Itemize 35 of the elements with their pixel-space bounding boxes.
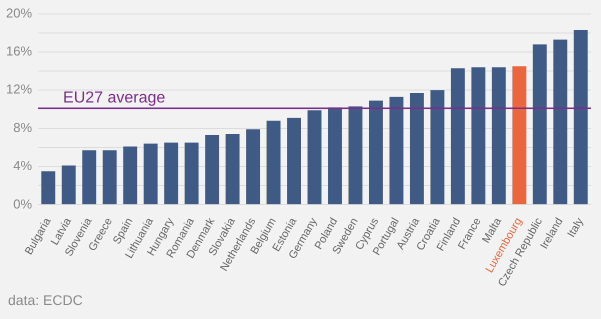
- y-tick-label: 16%: [6, 44, 32, 59]
- bar: [226, 134, 240, 204]
- bar: [471, 67, 486, 204]
- bar: [123, 146, 138, 204]
- bar: [164, 142, 178, 204]
- bar: [410, 93, 424, 204]
- bar: [144, 144, 158, 204]
- bar: [450, 68, 465, 204]
- bar: [553, 40, 568, 204]
- bar: [348, 106, 362, 204]
- text: data: ECDC: [8, 292, 83, 308]
- bar: [389, 96, 404, 204]
- bar: [184, 142, 199, 204]
- bar: [266, 120, 281, 204]
- bar: [246, 129, 260, 204]
- y-tick-label: 8%: [13, 120, 32, 135]
- bar: [82, 150, 96, 204]
- ref-line-label: EU27 average: [63, 90, 166, 107]
- bar: [532, 44, 547, 204]
- bar: [574, 30, 588, 204]
- bar: [102, 150, 117, 204]
- y-tick-label: 12%: [6, 82, 32, 97]
- y-tick-label: 20%: [6, 5, 32, 20]
- bar: [62, 166, 76, 204]
- bar: [308, 110, 322, 204]
- bar: [512, 66, 526, 204]
- bar: [205, 135, 220, 204]
- bar: [368, 100, 383, 204]
- bar: [41, 171, 56, 204]
- y-tick-label: 0%: [13, 196, 32, 212]
- bar: [492, 67, 506, 204]
- bar: [430, 90, 444, 204]
- bar: [328, 107, 342, 204]
- y-tick-label: 4%: [13, 158, 32, 174]
- bar: [287, 118, 301, 204]
